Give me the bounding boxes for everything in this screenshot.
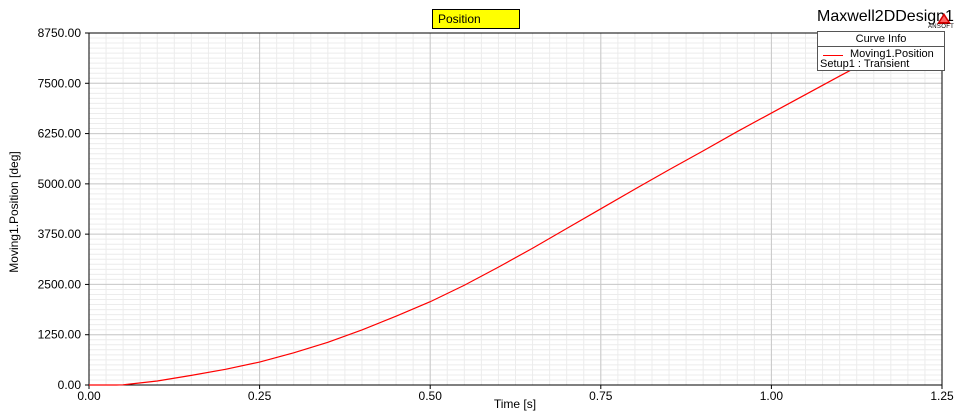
legend-entry-name: Moving1.Position <box>850 48 934 60</box>
y-tick-label: 1250.00 <box>38 328 82 342</box>
series-line-moving1-position <box>89 57 875 386</box>
plot-title: Position <box>438 12 481 26</box>
y-tick-label: 3750.00 <box>38 227 82 241</box>
plot-title-box[interactable]: Position <box>432 9 520 29</box>
y-tick-label: 0.00 <box>58 378 82 392</box>
y-tick-label: 6250.00 <box>38 127 82 141</box>
y-tick-label: 5000.00 <box>38 177 82 191</box>
y-tick-label: 7500.00 <box>38 76 82 90</box>
x-tick-label: 0.25 <box>248 389 272 403</box>
x-tick-label: 0.00 <box>77 389 101 403</box>
plot-frame <box>88 32 943 386</box>
legend-swatch-moving1-position <box>823 55 843 56</box>
legend-title: Curve Info <box>818 32 944 47</box>
x-tick-label: 1.25 <box>930 389 954 403</box>
curve-info-legend[interactable]: Curve Info Moving1.Position Setup1 : Tra… <box>817 31 945 71</box>
x-tick-labels: 0.00 0.25 0.50 0.75 1.00 1.25 <box>77 389 954 403</box>
y-tick-labels: 0.00 1250.00 2500.00 3750.00 5000.00 6250.00 7… <box>38 26 82 392</box>
x-tick-label: 0.50 <box>419 389 443 403</box>
y-axis-label: Moving1.Position [deg] <box>7 151 21 272</box>
design-name: Maxwell2DDesign1 <box>817 8 954 25</box>
x-tick-label: 1.00 <box>760 389 784 403</box>
axes <box>85 32 943 389</box>
grid <box>88 32 943 386</box>
legend-entry-setup: Setup1 : Transient <box>820 58 910 70</box>
x-tick-label: 0.75 <box>589 389 613 403</box>
x-axis-label: Time [s] <box>494 397 536 411</box>
ansoft-logo-icon <box>937 13 951 24</box>
y-tick-label: 8750.00 <box>38 26 82 40</box>
ansoft-logo-text: ANSOFT <box>928 24 955 30</box>
y-tick-label: 2500.00 <box>38 277 82 291</box>
series-layer <box>89 57 875 386</box>
